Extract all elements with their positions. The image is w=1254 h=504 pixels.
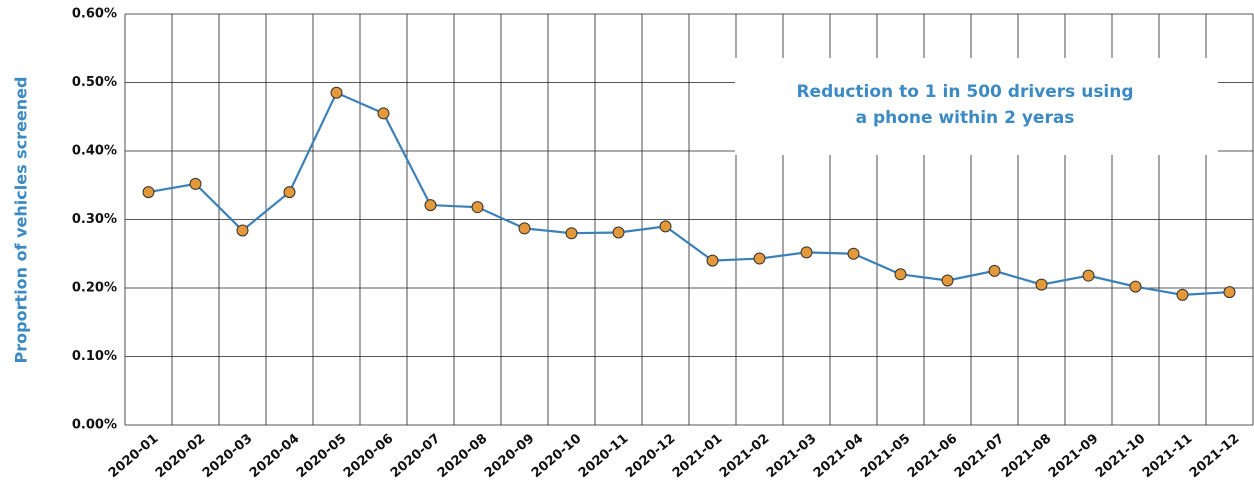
x-tick-label: 2020-09 [482,431,537,481]
y-tick-label: 0.10% [72,349,117,364]
x-tick-label: 2020-11 [576,431,631,481]
data-point [706,254,719,267]
series-line [148,91,1230,296]
x-tick-label: 2020-04 [247,431,302,481]
x-tick-label: 2021-02 [717,431,772,481]
x-tick-label: 2021-07 [952,431,1007,481]
annotation: Reduction to 1 in 500 drivers using [796,82,1133,102]
data-point [894,268,907,281]
data-point [142,186,155,199]
x-tick-label: 2020-02 [153,431,208,481]
y-tick-label: 0.60% [72,7,117,22]
data-point [424,199,437,212]
y-axis-label: Proportion of vehicles screened [12,77,31,364]
data-point [847,247,860,260]
x-tick-label: 2021-05 [858,431,913,481]
x-tick-label: 2020-06 [341,431,396,481]
data-point [1035,278,1048,291]
x-tick-label: 2020-10 [529,431,584,481]
y-tick-label: 0.40% [72,144,117,159]
data-point [283,186,296,199]
data-point [1129,280,1142,293]
x-tick-label: 2020-03 [200,431,255,481]
data-point [753,252,766,265]
data-point [1176,288,1189,301]
data-point [988,264,1001,277]
data-point [612,226,625,239]
x-tick-label: 2020-01 [106,431,161,481]
data-point [659,220,672,233]
data-point [330,86,343,99]
y-tick-label: 0.00% [72,418,117,433]
y-tick-label: 0.50% [72,75,117,90]
data-point [236,224,249,237]
x-tick-label: 2020-08 [435,431,490,481]
x-tick-label: 2020-05 [294,431,349,481]
data-point [1223,286,1236,299]
x-tick-label: 2021-12 [1187,431,1242,481]
data-point [1082,269,1095,282]
x-tick-label: 2021-10 [1093,431,1148,481]
data-point [471,201,484,214]
x-tick-label: 2021-06 [905,431,960,481]
x-tick-label: 2021-11 [1140,431,1195,481]
y-tick-label: 0.20% [72,281,117,296]
x-tick-label: 2021-01 [670,431,725,481]
data-point [941,274,954,287]
x-tick-label: 2020-12 [623,431,678,481]
data-point [518,222,531,235]
annotation: a phone within 2 yeras [856,108,1075,128]
x-tick-label: 2021-03 [764,431,819,481]
annotation-box [735,58,1218,155]
data-point [189,177,202,190]
data-point [565,227,578,240]
data-point [377,107,390,120]
x-tick-label: 2021-08 [999,431,1054,481]
x-tick-label: 2020-07 [388,431,443,481]
y-tick-label: 0.30% [72,212,117,227]
x-tick-label: 2021-09 [1046,431,1101,481]
x-tick-label: 2021-04 [811,431,866,481]
data-point [800,246,813,259]
